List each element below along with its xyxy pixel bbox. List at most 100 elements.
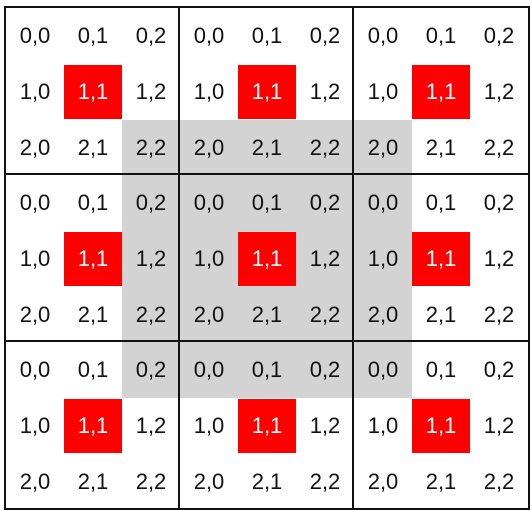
cell-label: 0,2 [483, 23, 515, 48]
cell-label: 0,2 [483, 190, 515, 215]
cell-label: 2,1 [425, 469, 457, 494]
cell-label: 1,0 [19, 246, 51, 271]
block-border [352, 6, 530, 175]
cell-label: 0,0 [193, 357, 225, 382]
cell-label: 2,0 [193, 469, 225, 494]
cell-label: 2,0 [367, 134, 399, 160]
cell-label: 0,2 [309, 23, 341, 48]
cell-label: 2,1 [251, 134, 283, 160]
cell-label: 0,0 [193, 23, 225, 48]
center-cell-highlight [238, 399, 296, 453]
center-cell-label: 1,1 [77, 413, 109, 438]
center-cell-label: 1,1 [251, 413, 283, 438]
block-border [4, 173, 180, 342]
cell-label: 0,1 [251, 357, 283, 382]
block-border [178, 173, 354, 342]
cell-label: 0,2 [309, 190, 341, 215]
cell-label: 2,0 [19, 469, 51, 494]
cell-label: 0,1 [77, 23, 109, 48]
cell-label: 0,0 [193, 190, 225, 215]
cell-label: 1,2 [483, 79, 515, 104]
cell-label: 2,2 [483, 134, 515, 160]
center-cell-label: 1,1 [425, 79, 457, 104]
cell-label: 1,0 [193, 413, 225, 438]
cell-label: 2,1 [77, 301, 109, 327]
cell-label: 2,1 [251, 469, 283, 494]
center-cell-highlight [238, 65, 296, 119]
cell-label: 1,2 [309, 246, 341, 271]
cell-label: 1,0 [367, 413, 399, 438]
cell-label: 1,2 [309, 79, 341, 104]
cell-label: 0,0 [367, 23, 399, 48]
cell-label: 0,1 [77, 190, 109, 215]
center-cell-label: 1,1 [77, 246, 109, 271]
cell-label: 0,1 [251, 23, 283, 48]
cell-label: 2,2 [309, 301, 341, 327]
center-cell-label: 1,1 [77, 79, 109, 104]
center-cell-highlight [412, 399, 470, 453]
cell-label: 0,0 [19, 357, 51, 382]
cell-label: 2,2 [135, 469, 167, 494]
cell-label: 2,0 [367, 469, 399, 494]
cell-label: 1,2 [483, 413, 515, 438]
cell-label: 1,0 [367, 79, 399, 104]
cell-label: 2,2 [309, 469, 341, 494]
center-cell-highlight [64, 232, 122, 286]
cell-label: 1,0 [193, 246, 225, 271]
cell-label: 0,1 [425, 190, 457, 215]
cell-label: 2,1 [77, 134, 109, 160]
cell-label: 0,2 [483, 357, 515, 382]
cell-label: 0,0 [367, 190, 399, 215]
cell-label: 2,0 [367, 301, 399, 327]
center-cell-highlight [64, 65, 122, 119]
cell-label: 2,1 [77, 469, 109, 494]
cell-label: 0,0 [367, 357, 399, 382]
cell-label: 0,1 [425, 23, 457, 48]
cell-label: 0,1 [251, 190, 283, 215]
cell-label: 0,2 [135, 357, 167, 382]
cell-label: 2,1 [425, 301, 457, 327]
cell-label: 2,2 [135, 134, 167, 160]
center-cell-label: 1,1 [425, 246, 457, 271]
cell-label: 1,0 [367, 246, 399, 271]
center-cell-highlight [412, 65, 470, 119]
cell-label: 0,1 [77, 357, 109, 382]
cell-label: 1,2 [135, 413, 167, 438]
cell-label: 2,2 [135, 301, 167, 327]
cell-label: 1,2 [135, 246, 167, 271]
block-border [178, 340, 354, 510]
cell-label: 1,0 [19, 413, 51, 438]
cell-label: 2,2 [483, 469, 515, 494]
cell-label: 1,2 [309, 413, 341, 438]
center-cell-highlight [238, 232, 296, 286]
cell-label: 0,2 [135, 190, 167, 215]
block-border [178, 6, 354, 175]
cell-label: 1,0 [193, 79, 225, 104]
cell-label: 2,0 [19, 134, 51, 160]
cell-label: 2,2 [483, 301, 515, 327]
cell-label: 0,2 [135, 23, 167, 48]
cell-label: 2,0 [193, 301, 225, 327]
cell-label: 1,0 [19, 79, 51, 104]
cell-label: 0,0 [19, 190, 51, 215]
cell-label: 2,1 [425, 134, 457, 160]
cell-label: 2,0 [193, 134, 225, 160]
center-cell-highlight [412, 232, 470, 286]
block-border [4, 6, 180, 175]
block-border [352, 340, 530, 510]
center-cell-label: 1,1 [251, 79, 283, 104]
center-cell-highlight [64, 399, 122, 453]
block-border [352, 173, 530, 342]
center-cell-label: 1,1 [425, 413, 457, 438]
cell-label: 2,0 [19, 301, 51, 327]
cell-label: 2,2 [309, 134, 341, 160]
cell-label: 2,1 [251, 301, 283, 327]
center-cell-label: 1,1 [251, 246, 283, 271]
cell-label: 1,2 [483, 246, 515, 271]
block-border [4, 340, 180, 510]
cell-label: 1,2 [135, 79, 167, 104]
cell-label: 0,0 [19, 23, 51, 48]
cell-label: 0,2 [309, 357, 341, 382]
